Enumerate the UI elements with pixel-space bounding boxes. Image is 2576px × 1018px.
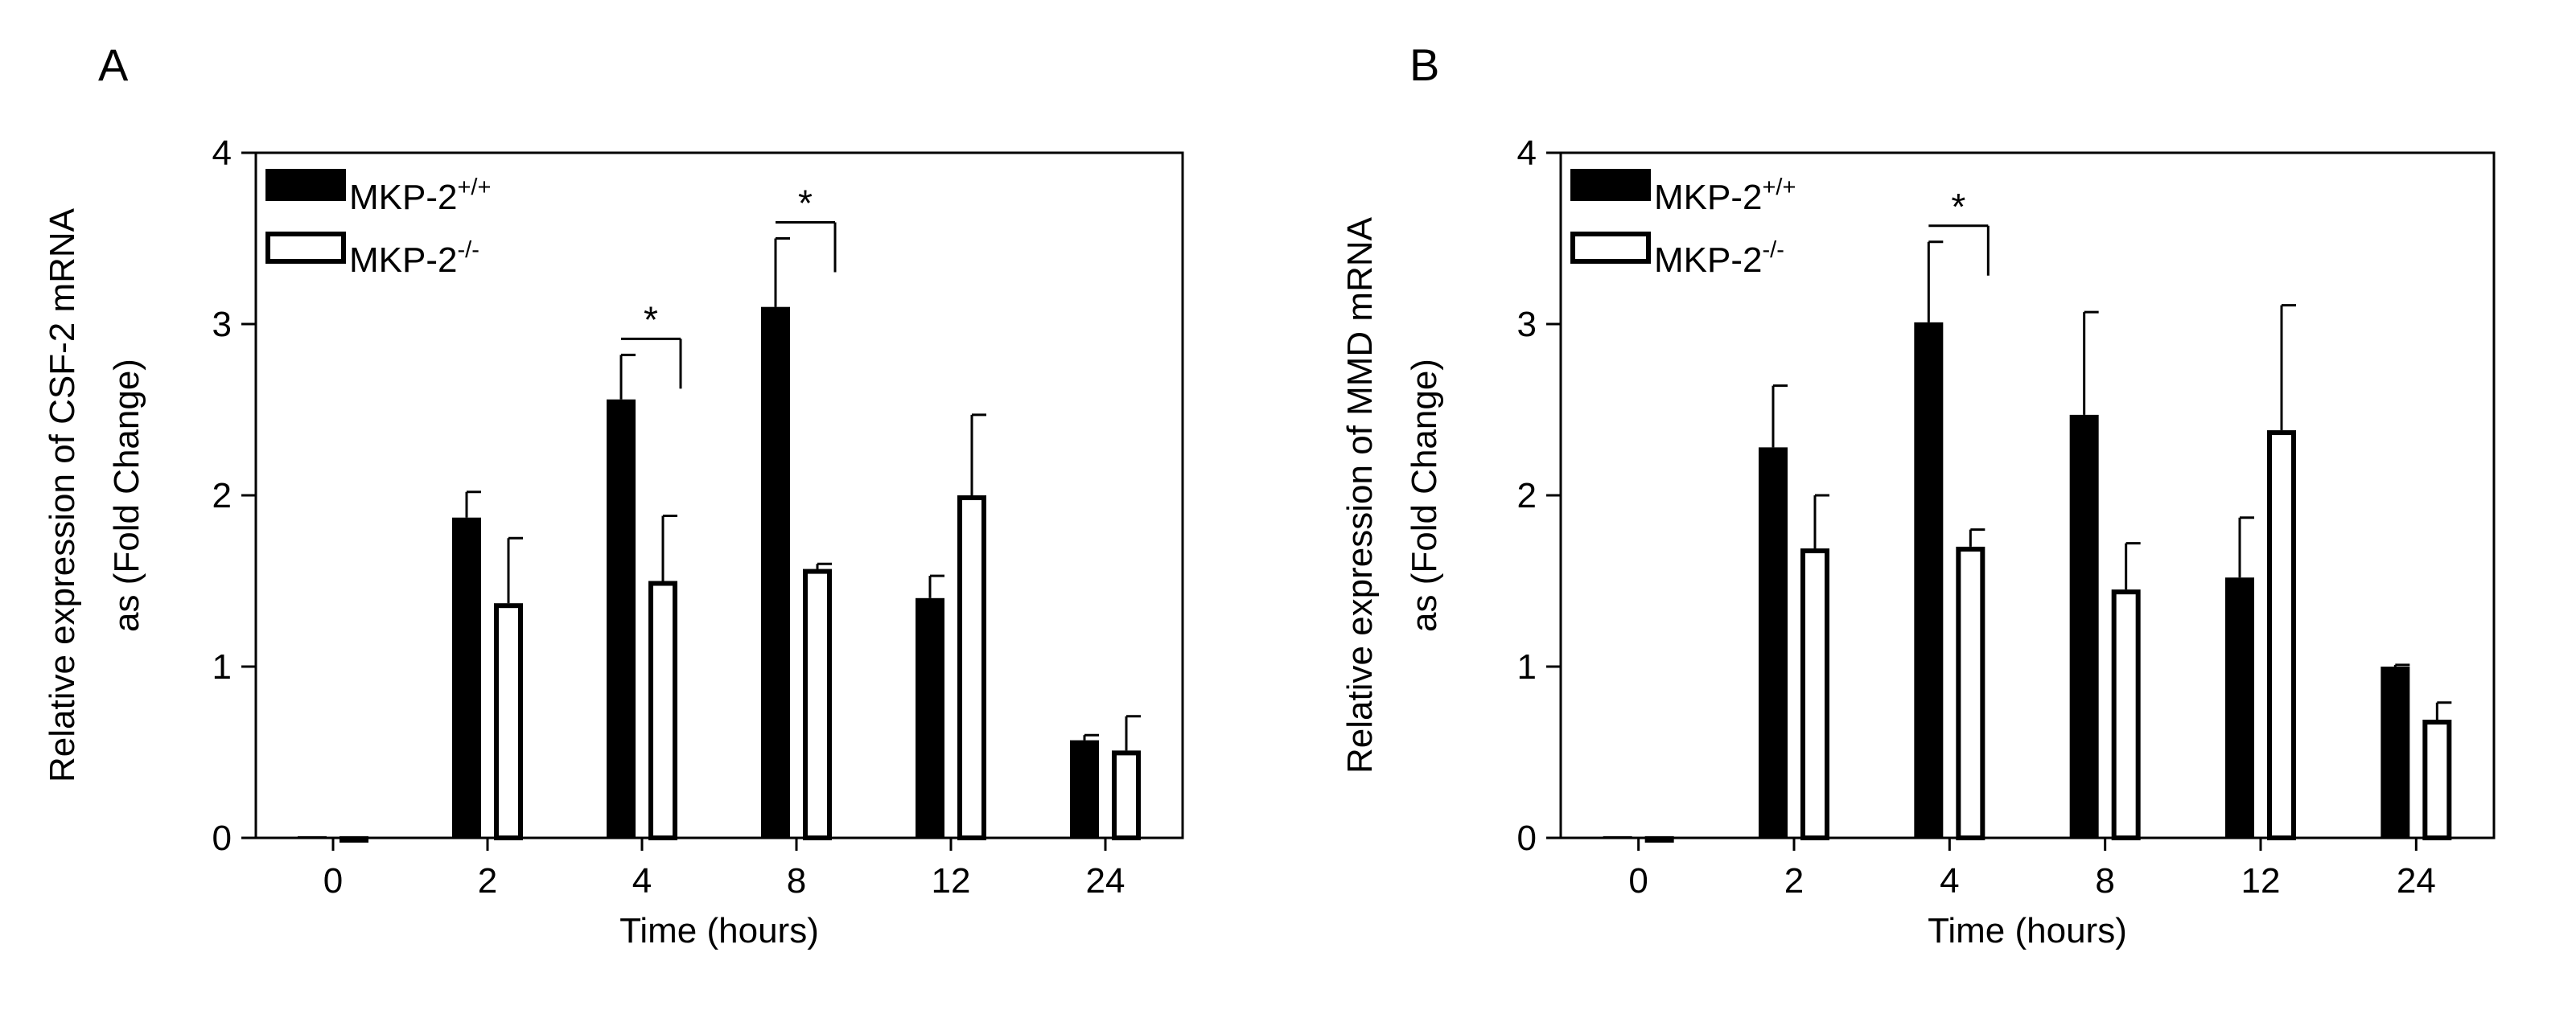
bar-knockout-0h <box>1644 835 1674 843</box>
bar-wildtype-12h <box>916 597 944 838</box>
legend-swatch-knockout <box>265 232 346 264</box>
y-tick-label: 4 <box>1517 133 1537 173</box>
y-tick-label: 2 <box>212 476 232 515</box>
x-tick-label: 12 <box>2241 861 2281 901</box>
x-tick-label: 4 <box>1940 861 1959 901</box>
bar-knockout-12h <box>957 495 986 840</box>
x-tick-label: 24 <box>2397 861 2436 901</box>
significance-star: * <box>644 298 658 340</box>
bar-knockout-4h <box>648 581 677 840</box>
y-tick-label: 0 <box>212 819 232 858</box>
bar-knockout-0h <box>339 835 368 843</box>
y-tick-label: 4 <box>212 133 232 173</box>
bar-wildtype-12h <box>2225 577 2254 838</box>
y-tick-label: 2 <box>1517 476 1537 515</box>
y-axis-title-line2: as (Fold Change) <box>1405 359 1444 632</box>
bar-wildtype-24h <box>1070 740 1099 838</box>
x-tick-label: 0 <box>323 861 343 901</box>
x-tick-label: 2 <box>478 861 497 901</box>
bar-wildtype-4h <box>607 399 636 839</box>
significance-star: * <box>1951 186 1965 228</box>
legend-label-knockout: MKP-2-/- <box>349 237 479 280</box>
y-tick-label: 3 <box>1517 305 1537 344</box>
legend-label-text: MKP-2 <box>349 178 457 217</box>
legend-label-wildtype: MKP-2+/+ <box>349 174 491 217</box>
x-tick-label: 8 <box>2095 861 2114 901</box>
legend-swatch-wildtype <box>1570 169 1651 201</box>
legend-label-superscript: -/- <box>457 237 479 263</box>
bar-knockout-2h <box>494 603 523 840</box>
x-tick-label: 12 <box>932 861 971 901</box>
y-tick-label: 3 <box>212 305 232 344</box>
significance-star: * <box>798 183 813 224</box>
y-tick-label: 1 <box>1517 647 1537 687</box>
x-axis-title: Time (hours) <box>619 911 819 950</box>
legend-swatch-wildtype <box>265 169 346 201</box>
bar-knockout-8h <box>803 569 832 841</box>
bar-knockout-24h <box>2422 720 2452 841</box>
panel-label: B <box>1409 39 1439 90</box>
legend-label-wildtype: MKP-2+/+ <box>1654 174 1796 217</box>
bar-knockout-2h <box>1800 548 1829 841</box>
y-axis-title-line2: as (Fold Change) <box>107 359 146 632</box>
bar-wildtype-8h <box>761 306 790 838</box>
bar-knockout-4h <box>1956 546 1985 841</box>
legend-label-text: MKP-2 <box>349 240 457 280</box>
bar-wildtype-4h <box>1914 322 1944 838</box>
bar-knockout-8h <box>2111 589 2141 841</box>
bar-knockout-12h <box>2267 430 2296 840</box>
x-tick-label: 24 <box>1086 861 1125 901</box>
bar-wildtype-2h <box>1759 447 1788 838</box>
x-tick-label: 4 <box>632 861 652 901</box>
x-tick-label: 2 <box>1784 861 1804 901</box>
x-tick-label: 8 <box>787 861 806 901</box>
bar-knockout-24h <box>1112 750 1141 840</box>
y-tick-label: 1 <box>212 647 232 687</box>
panel-label: A <box>98 39 129 90</box>
legend: MKP-2+/+MKP-2-/- <box>265 169 491 280</box>
x-tick-label: 0 <box>1628 861 1648 901</box>
y-axis-title-line1: Relative expression of MMD mRNA <box>1340 216 1380 774</box>
bar-wildtype-24h <box>2381 667 2410 838</box>
legend-swatch-knockout <box>1570 232 1651 264</box>
legend-label-superscript: -/- <box>1762 237 1784 263</box>
bar-wildtype-2h <box>452 517 481 838</box>
x-axis-title: Time (hours) <box>1928 911 2127 950</box>
y-tick-label: 0 <box>1517 819 1537 858</box>
legend-label-superscript: +/+ <box>1762 174 1796 200</box>
legend-label-text: MKP-2 <box>1654 240 1762 280</box>
y-axis-title-line1: Relative expression of CSF-2 mRNA <box>43 207 82 782</box>
legend-label-text: MKP-2 <box>1654 178 1762 217</box>
legend-label-superscript: +/+ <box>457 174 491 200</box>
bar-wildtype-8h <box>2069 414 2099 838</box>
legend-label-knockout: MKP-2-/- <box>1654 237 1784 280</box>
bar-wildtype-0h <box>298 835 327 838</box>
legend: MKP-2+/+MKP-2-/- <box>1570 169 1796 280</box>
bar-wildtype-0h <box>1603 835 1632 838</box>
